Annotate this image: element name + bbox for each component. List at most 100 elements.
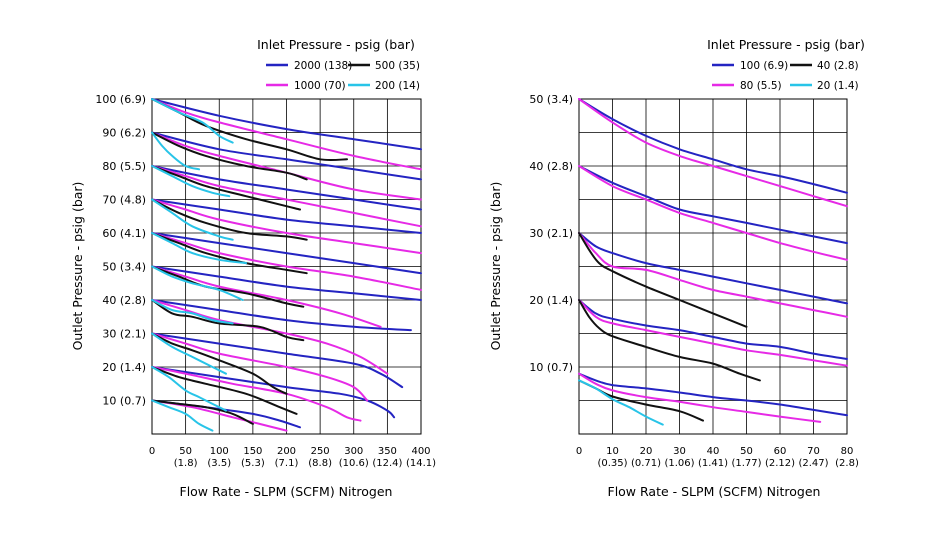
left-curve-200-3 [151,198,234,241]
left-curve-500-4 [151,232,308,275]
left-curve-2000-2 [151,165,422,211]
left-legend-label-4: 200 (14) [375,80,420,92]
right-ticks: 0 10(0.35) 20(0.71) 30(1.06) 40(1.41) 50(1.77… [529,93,859,469]
left-x-tick-1: 50 [179,446,192,457]
left-x-tick-2: 100 [210,446,229,457]
left-curve-1000-4 [151,232,422,291]
right-y-tick-3: 40 (2.8) [529,160,573,173]
right-curves [578,98,848,426]
left-x-tick-0: 0 [149,446,155,457]
right-y-tick-1: 20 (1.4) [529,294,573,307]
left-curve-1000-5 [151,265,382,328]
left-curve-2000-5 [151,265,422,301]
left-y-tick-1: 20 (1.4) [102,361,146,374]
right-curve-80-2 [578,232,848,318]
left-curve-500-2 [151,165,301,211]
left-curve-1000-0 [151,98,422,171]
right-curve-100-3 [578,299,848,360]
right-curve-80-3 [578,299,848,367]
left-curve-200-5 [151,265,244,301]
right-x-tick-8: 80 [841,446,854,457]
right-x-tick-5: 50 [740,446,753,457]
left-x-tick-6: 300 [344,446,363,457]
right-y-axis-title: Outlet Pressure - psig (bar) [488,182,503,351]
right-legend: 100 (6.9) 40 (2.8) 80 (5.5) 20 (1.4) [712,60,859,92]
left-y-tick-9: 100 (6.9) [95,93,146,106]
right-legend-label-4: 20 (1.4) [817,80,859,92]
left-x-tick-sub-2: (3.5) [207,458,231,469]
right-x-tick-1: 10 [606,446,619,457]
left-curve-500-8 [151,366,298,415]
left-curve-200-1 [151,131,201,171]
left-x-tick-sub-4: (7.1) [275,458,299,469]
left-y-axis-title: Outlet Pressure - psig (bar) [70,182,85,351]
left-y-tick-3: 40 (2.8) [102,294,146,307]
right-x-tick-3: 30 [673,446,686,457]
right-chart: Inlet Pressure - psig (bar) 100 (6.9) 40… [488,37,865,499]
left-legend: 2000 (138) 500 (35) 1000 (70) 200 (14) [266,60,420,92]
left-x-tick-7: 350 [378,446,397,457]
left-legend-label-1: 2000 (138) [294,60,352,72]
left-x-tick-sub-8: (14.1) [406,458,436,469]
left-x-tick-sub-1: (1.8) [174,458,198,469]
left-x-tick-8: 400 [411,446,430,457]
left-y-tick-0: 10 (0.7) [102,395,146,408]
left-x-tick-5: 250 [311,446,330,457]
left-curve-1000-2 [151,165,422,228]
right-y-tick-4: 50 (3.4) [529,93,573,106]
right-x-tick-7: 70 [807,446,820,457]
right-curve-20-0 [578,379,664,426]
right-curve-80-4 [578,372,822,423]
right-x-tick-2: 20 [640,446,653,457]
left-curve-1000-3 [151,198,422,255]
left-ticks: 0 50(1.8) 100(3.5) 150(5.3) 200(7.1) 250(8.8)… [95,93,436,469]
right-curve-40-0 [578,232,748,328]
left-x-tick-sub-5: (8.8) [308,458,332,469]
right-x-tick-4: 40 [707,446,720,457]
left-curve-200-8 [151,366,227,412]
left-curve-200-9 [151,399,214,432]
right-plot-frame [578,98,848,435]
right-legend-label-3: 80 (5.5) [740,80,782,92]
left-curve-1000-7 [151,332,369,402]
right-y-tick-2: 30 (2.1) [529,227,573,240]
right-legend-title: Inlet Pressure - psig (bar) [707,37,865,52]
left-curve-2000-6 [151,299,412,332]
left-y-tick-6: 70 (4.8) [102,194,146,207]
right-x-tick-sub-5: (1.77) [731,458,761,469]
left-curve-200-7 [151,332,227,375]
right-x-tick-sub-4: (1.41) [698,458,728,469]
left-curve-200-2 [151,165,231,198]
right-x-axis-title: Flow Rate - SLPM (SCFM) Nitrogen [608,484,821,499]
right-legend-label-2: 40 (2.8) [817,60,859,72]
left-curve-500-6 [151,299,305,342]
right-x-tick-sub-3: (1.06) [664,458,694,469]
right-x-tick-sub-2: (0.71) [631,458,661,469]
left-curve-500-3 [151,198,308,241]
right-curve-100-2 [578,232,848,305]
right-legend-label-1: 100 (6.9) [740,60,788,72]
right-curve-100-4 [578,372,848,417]
left-legend-label-2: 500 (35) [375,60,420,72]
left-y-tick-7: 80 (5.5) [102,160,146,173]
left-curve-1000-6 [151,299,389,375]
left-curve-200-0 [151,98,234,144]
left-x-tick-sub-7: (12.4) [372,458,402,469]
left-x-tick-sub-3: (5.3) [241,458,265,469]
right-x-tick-sub-8: (2.8) [835,458,859,469]
left-y-tick-2: 30 (2.1) [102,328,146,341]
left-chart: Inlet Pressure - psig (bar) 2000 (138) 5… [70,37,436,499]
left-x-tick-4: 200 [277,446,296,457]
right-curve-100-1 [578,165,848,245]
left-curve-1000-1 [151,131,422,201]
left-legend-label-3: 1000 (70) [294,80,346,92]
left-x-tick-3: 150 [243,446,262,457]
left-y-tick-4: 50 (3.4) [102,261,146,274]
left-curve-500-1 [151,131,308,181]
left-curves [151,98,422,432]
left-curve-2000-0 [151,98,422,151]
right-x-tick-sub-6: (2.12) [765,458,795,469]
right-curve-40-1 [578,299,761,382]
left-x-axis-title: Flow Rate - SLPM (SCFM) Nitrogen [180,484,393,499]
